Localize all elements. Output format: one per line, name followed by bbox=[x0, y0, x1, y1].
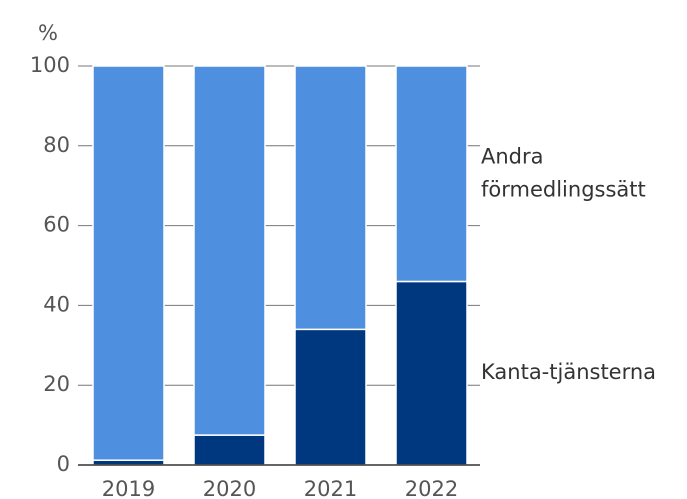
y-tick-label: 0 bbox=[57, 452, 70, 476]
bar-segment bbox=[294, 65, 367, 331]
legend-label: Kanta-tjänsterna bbox=[481, 360, 656, 384]
y-tick-label: 80 bbox=[43, 133, 70, 157]
bar-segment bbox=[395, 280, 468, 466]
x-tick-label: 2021 bbox=[304, 477, 357, 499]
bar-segment bbox=[395, 65, 468, 283]
y-tick-label: 40 bbox=[43, 292, 70, 316]
legend-label-line: förmedlingssätt bbox=[481, 178, 646, 202]
bar-segment bbox=[193, 434, 266, 466]
legend-label: Andra förmedlingssätt bbox=[481, 145, 646, 202]
bar-segment bbox=[193, 65, 266, 436]
y-tick-label: 60 bbox=[43, 213, 70, 237]
legend-label-line: Andra bbox=[481, 145, 544, 169]
x-tick-label: 2020 bbox=[203, 477, 256, 499]
x-tick-label: 2022 bbox=[405, 477, 458, 499]
y-tick-label: 20 bbox=[43, 372, 70, 396]
x-tick-label: 2019 bbox=[102, 477, 155, 499]
y-tick-label: 100 bbox=[30, 53, 70, 77]
bar-segment bbox=[294, 328, 367, 466]
bar-segment bbox=[92, 65, 165, 461]
y-axis-label: % bbox=[38, 21, 58, 45]
